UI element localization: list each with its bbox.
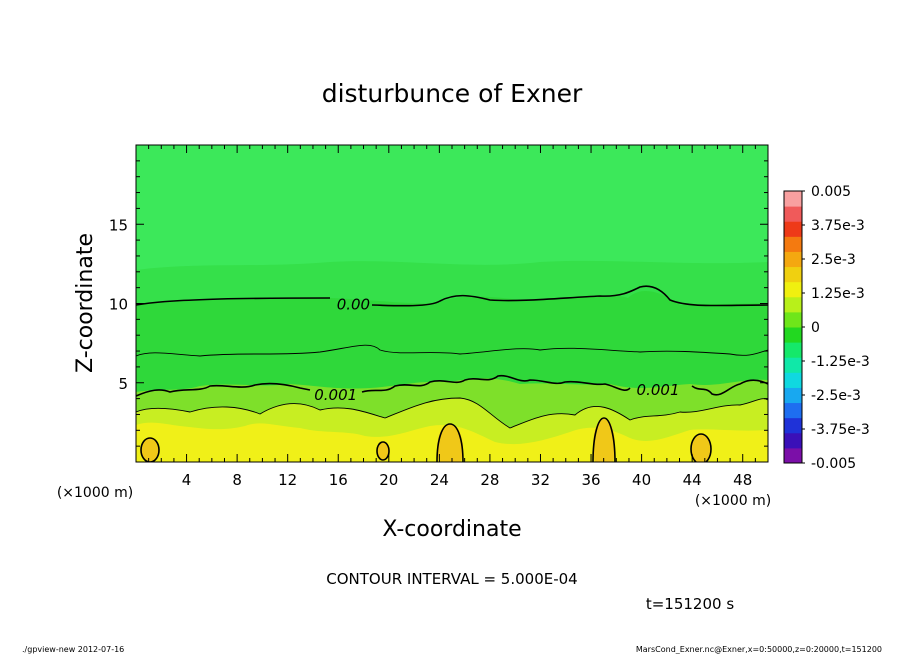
contour-cell: [592, 417, 616, 462]
contour-lines: [136, 285, 768, 462]
colorbar-swatch: [784, 372, 802, 388]
colorbar-label: -0.005: [811, 456, 856, 472]
colorbar-swatch: [784, 206, 802, 222]
y-axis-ticks: 5 10 15: [109, 160, 768, 447]
colorbar-label: 1.25e-3: [811, 286, 865, 302]
colorbar-swatch: [784, 432, 802, 449]
colorbar-labels: 0.005 3.75e-3 2.5e-3 1.25e-3 0 -1.25e-3 -2.5e-…: [802, 184, 870, 472]
warm-cells: [141, 418, 711, 462]
colorbar-swatch: [784, 387, 802, 404]
colorbar-swatch: [784, 402, 802, 419]
x-tick-label: 36: [581, 471, 600, 489]
colorbar-swatch: [784, 236, 802, 252]
x-tick-label: 32: [531, 471, 550, 489]
colorbar-swatch: [784, 447, 802, 464]
colorbar-swatch: [784, 327, 802, 343]
colorbar-label: 0: [811, 320, 820, 336]
contour-line: [136, 344, 768, 357]
x-tick-label: 44: [683, 471, 702, 489]
time-label: t=151200 s: [646, 595, 734, 613]
contour-label: 0.001: [637, 381, 680, 399]
chart-title: disturbunce of Exner: [322, 79, 583, 108]
x-unit-label-right: (×1000 m): [695, 493, 771, 509]
contour-interval-note: CONTOUR INTERVAL = 5.000E-04: [326, 570, 577, 588]
colorbar-swatch: [784, 311, 802, 328]
y-axis-label: Z-coordinate: [73, 233, 98, 373]
colorbar-label: 3.75e-3: [811, 218, 865, 234]
x-tick-label: 24: [430, 471, 449, 489]
colorbar-swatch: [784, 296, 802, 313]
contour-field: [136, 145, 768, 462]
footer-right: MarsCond_Exner.nc@Exner,x=0:50000,z=0:20…: [636, 645, 882, 654]
contour-cell: [436, 423, 464, 462]
contour-line-0.001: [136, 374, 768, 397]
colorbar-swatch: [784, 251, 802, 268]
warm-cell: [593, 418, 615, 462]
x-tick-label: 12: [278, 471, 297, 489]
colorbar-label: -3.75e-3: [811, 422, 870, 438]
colorbar: [784, 191, 802, 464]
colorbar-swatch: [784, 266, 802, 283]
contour-line-zero: [136, 285, 768, 307]
x-tick-label: 20: [379, 471, 398, 489]
warm-cell: [437, 424, 463, 462]
x-axis-label: X-coordinate: [382, 517, 521, 542]
contour-label: 0.00: [337, 296, 370, 314]
colorbar-label: 0.005: [811, 184, 851, 200]
x-tick-label: 8: [232, 471, 242, 489]
x-tick-label: 48: [733, 471, 752, 489]
footer-left: ./gpview-new 2012-07-16: [22, 645, 124, 654]
x-tick-label: 16: [329, 471, 348, 489]
warm-cell: [377, 442, 389, 460]
colorbar-swatch: [784, 281, 802, 298]
colorbar-swatch: [784, 417, 802, 434]
colorbar-label: -2.5e-3: [811, 388, 861, 404]
contour-label: 0.001: [314, 386, 357, 404]
colorbar-label: 2.5e-3: [811, 252, 856, 268]
colorbar-swatch: [784, 221, 802, 237]
contour-cell: [140, 437, 160, 462]
warm-cell: [691, 434, 711, 462]
y-tick-label: 15: [109, 216, 128, 234]
contour-labels: 0.00 0.001 0.001: [314, 296, 679, 404]
y-tick-label: 10: [109, 296, 128, 314]
x-axis-ticks: 4 8 12 16 20 24 28 32 36 40 44 48: [148, 145, 756, 489]
contour-cell: [376, 441, 390, 461]
x-tick-label: 40: [632, 471, 651, 489]
x-unit-label-left: (×1000 m): [57, 485, 133, 501]
x-tick-label: 28: [480, 471, 499, 489]
colorbar-swatch: [784, 357, 802, 373]
contour-line: [136, 397, 768, 429]
colorbar-swatch: [784, 342, 802, 358]
colorbar-label: -1.25e-3: [811, 354, 870, 370]
contour-cell: [690, 433, 712, 462]
y-tick-label: 5: [118, 375, 128, 393]
x-tick-label: 4: [182, 471, 192, 489]
colorbar-swatch: [784, 191, 802, 207]
warm-cell: [141, 438, 159, 462]
